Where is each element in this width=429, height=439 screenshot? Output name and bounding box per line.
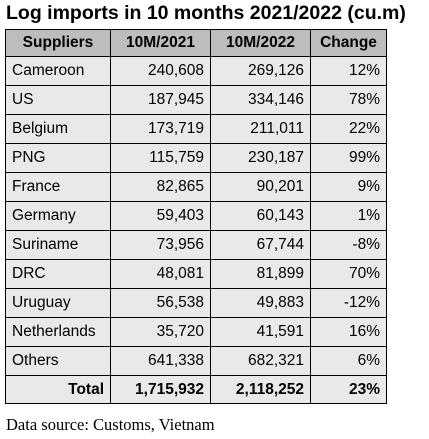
value-10m-2022: 682,321 <box>210 346 311 376</box>
header-row: Suppliers 10M/2021 10M/2022 Change <box>5 29 387 57</box>
value-10m-2021: 115,759 <box>110 143 211 173</box>
value-10m-2022: 67,744 <box>210 230 311 260</box>
table-row: DRC 48,081 81,899 70% <box>5 259 387 289</box>
header-10m-2021: 10M/2021 <box>110 29 211 57</box>
total-2021: 1,715,932 <box>110 375 211 404</box>
change-percent: 16% <box>310 317 387 347</box>
change-percent: 99% <box>310 143 387 173</box>
change-percent: 1% <box>310 201 387 231</box>
table-row: Belgium 173,719 211,011 22% <box>5 114 387 144</box>
change-percent: 22% <box>310 114 387 144</box>
value-10m-2022: 269,126 <box>210 56 311 86</box>
header-change: Change <box>310 29 387 57</box>
change-percent: 78% <box>310 85 387 115</box>
table-row: France 82,865 90,201 9% <box>5 172 387 202</box>
total-change: 23% <box>310 375 387 404</box>
header-suppliers: Suppliers <box>5 29 111 57</box>
value-10m-2021: 48,081 <box>110 259 211 289</box>
value-10m-2022: 230,187 <box>210 143 311 173</box>
change-percent: 9% <box>310 172 387 202</box>
table-row: Suriname 73,956 67,744 -8% <box>5 230 387 260</box>
value-10m-2021: 240,608 <box>110 56 211 86</box>
value-10m-2022: 60,143 <box>210 201 311 231</box>
data-source-note: Data source: Customs, Vietnam <box>6 415 215 434</box>
header-10m-2022: 10M/2022 <box>210 29 311 57</box>
log-imports-table: Suppliers 10M/2021 10M/2022 Change Camer… <box>5 29 387 404</box>
change-percent: 6% <box>310 346 387 376</box>
supplier-name: Netherlands <box>5 317 111 347</box>
value-10m-2021: 187,945 <box>110 85 211 115</box>
supplier-name: PNG <box>5 143 111 173</box>
value-10m-2021: 641,338 <box>110 346 211 376</box>
table-row: Cameroon 240,608 269,126 12% <box>5 56 387 86</box>
value-10m-2021: 56,538 <box>110 288 211 318</box>
table-row: Uruguay 56,538 49,883 -12% <box>5 288 387 318</box>
value-10m-2022: 90,201 <box>210 172 311 202</box>
change-percent: 12% <box>310 56 387 86</box>
value-10m-2022: 211,011 <box>210 114 311 144</box>
total-2022: 2,118,252 <box>210 375 311 404</box>
supplier-name: Uruguay <box>5 288 111 318</box>
supplier-name: Others <box>5 346 111 376</box>
value-10m-2022: 334,146 <box>210 85 311 115</box>
change-percent: -8% <box>310 230 387 260</box>
value-10m-2021: 59,403 <box>110 201 211 231</box>
table-row: Germany 59,403 60,143 1% <box>5 201 387 231</box>
value-10m-2021: 173,719 <box>110 114 211 144</box>
supplier-name: Germany <box>5 201 111 231</box>
table-row: Netherlands 35,720 41,591 16% <box>5 317 387 347</box>
value-10m-2022: 81,899 <box>210 259 311 289</box>
total-label: Total <box>5 375 111 404</box>
value-10m-2022: 41,591 <box>210 317 311 347</box>
supplier-name: US <box>5 85 111 115</box>
value-10m-2021: 82,865 <box>110 172 211 202</box>
value-10m-2021: 73,956 <box>110 230 211 260</box>
supplier-name: Belgium <box>5 114 111 144</box>
supplier-name: Suriname <box>5 230 111 260</box>
total-row: Total 1,715,932 2,118,252 23% <box>5 375 387 404</box>
supplier-name: France <box>5 172 111 202</box>
value-10m-2022: 49,883 <box>210 288 311 318</box>
table-row: Others 641,338 682,321 6% <box>5 346 387 376</box>
table-row: US 187,945 334,146 78% <box>5 85 387 115</box>
change-percent: 70% <box>310 259 387 289</box>
table-row: PNG 115,759 230,187 99% <box>5 143 387 173</box>
supplier-name: DRC <box>5 259 111 289</box>
table-title: Log imports in 10 months 2021/2022 (cu.m… <box>6 2 406 24</box>
value-10m-2021: 35,720 <box>110 317 211 347</box>
supplier-name: Cameroon <box>5 56 111 86</box>
change-percent: -12% <box>310 288 387 318</box>
